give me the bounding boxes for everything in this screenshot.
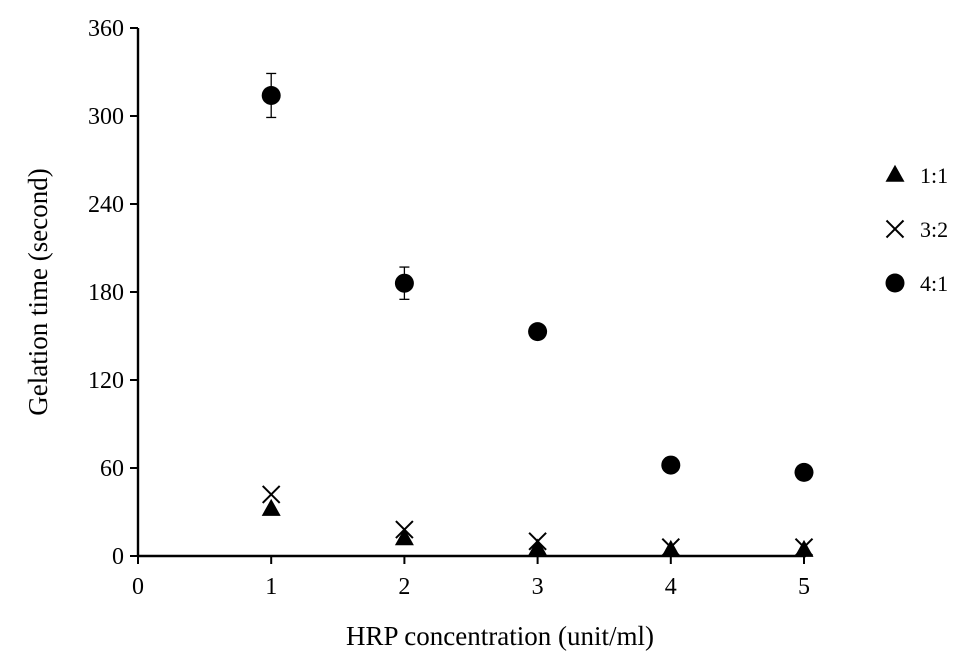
y-tick-label: 0 (112, 544, 124, 570)
x-tick-label: 0 (132, 574, 144, 600)
x-tick-label: 1 (265, 574, 277, 600)
y-tick-label: 120 (88, 368, 124, 394)
legend-marker (885, 219, 905, 239)
cross-stroke (261, 485, 281, 504)
data-points (261, 85, 814, 557)
point-series-4-1 (661, 455, 681, 475)
y-tick-label: 300 (88, 104, 124, 130)
cross-stroke (661, 537, 681, 557)
point-series-3-2 (661, 537, 681, 557)
point-series-4-1 (261, 85, 281, 105)
legend-entry: 4:1 (885, 271, 948, 296)
point-series-1-1 (261, 498, 281, 516)
cross-stroke (528, 532, 547, 551)
point-series-1-1 (528, 538, 548, 556)
legend-entry: 1:1 (885, 163, 948, 188)
point-series-3-2 (261, 485, 281, 504)
axes (130, 27, 806, 564)
legend-label: 3:2 (920, 217, 948, 242)
y-tick-label: 60 (100, 456, 124, 482)
legend: 1:1 3:2 4:1 (885, 163, 948, 296)
point-series-3-2 (395, 520, 414, 539)
cross-stroke (794, 537, 814, 557)
x-tick-label: 5 (798, 574, 810, 600)
cross-stroke (395, 520, 414, 539)
y-axis-title: Gelation time (second) (23, 168, 53, 415)
point-series-3-2 (528, 532, 547, 551)
tick-labels: 0 60 120 180 240 300 360 0 1 2 3 4 5 (88, 16, 810, 600)
legend-marker (885, 164, 905, 182)
point-series-4-1 (528, 322, 548, 342)
cross-stroke (885, 219, 905, 239)
error-bars (266, 72, 410, 300)
legend-label: 1:1 (920, 163, 948, 188)
legend-entry: 3:2 (885, 217, 948, 242)
x-tick-label: 4 (665, 574, 677, 600)
point-series-1-1 (394, 528, 414, 546)
legend-label: 4:1 (920, 271, 948, 296)
x-tick-label: 2 (398, 574, 410, 600)
y-tick-label: 240 (88, 192, 124, 218)
y-tick-label: 360 (88, 16, 124, 42)
y-tick-label: 180 (88, 280, 124, 306)
point-series-3-2 (794, 537, 814, 557)
point-series-4-1 (394, 273, 414, 293)
x-axis-title: HRP concentration (unit/ml) (346, 621, 654, 651)
point-series-4-1 (794, 462, 814, 482)
x-tick-label: 3 (532, 574, 544, 600)
legend-marker (885, 273, 905, 293)
